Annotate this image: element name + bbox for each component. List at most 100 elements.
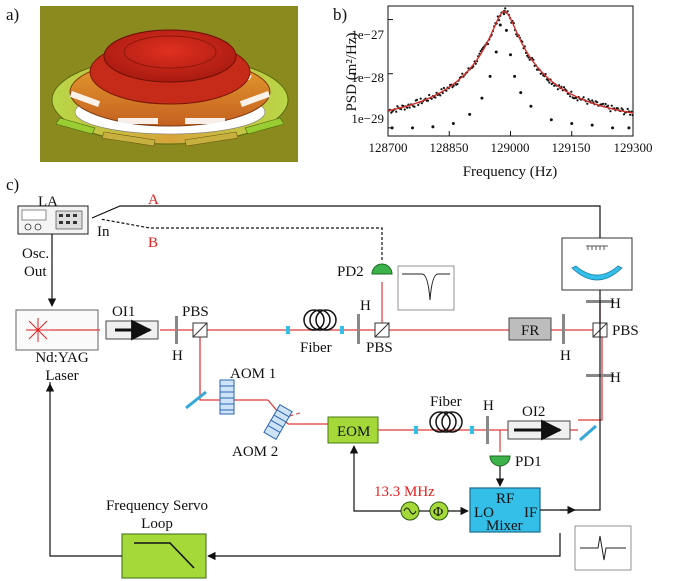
label-pd2: PD2 (337, 264, 364, 280)
signal-path-b (99, 218, 383, 260)
data-point (610, 104, 613, 107)
data-point (570, 90, 573, 93)
data-point (411, 126, 414, 130)
eom-box (327, 416, 379, 444)
fiber-coil-1 (286, 309, 344, 334)
data-point (431, 125, 435, 129)
label-b: B (148, 235, 158, 251)
data-point (591, 99, 594, 102)
data-point (435, 91, 438, 94)
label-pd1: PD1 (515, 454, 542, 470)
leg-center-left (101, 131, 156, 147)
label-a: A (148, 192, 159, 208)
data-point (556, 88, 560, 91)
faraday-rotator (508, 317, 552, 341)
label-fr: FR (521, 323, 539, 339)
data-point (504, 7, 507, 10)
label-laser-1: Nd:YAG (35, 350, 89, 366)
data-point (413, 105, 416, 108)
label-frequency: 13.3 MHz (374, 484, 435, 500)
label-osc: Osc. (22, 246, 49, 262)
photodiode-pd2 (371, 263, 393, 275)
data-point (417, 103, 420, 107)
data-point (451, 86, 454, 89)
data-point (602, 102, 605, 105)
label-h6: H (483, 398, 494, 414)
data-point (480, 96, 484, 100)
data-point (498, 19, 501, 22)
data-point (415, 98, 419, 101)
y-tick-label-1: 1e−28 (351, 70, 384, 85)
label-fiber2: Fiber (430, 394, 462, 410)
x-axis-label: Frequency (Hz) (463, 164, 558, 180)
data-point (391, 110, 394, 113)
data-point (420, 102, 423, 105)
data-point (403, 108, 406, 111)
data-point (406, 106, 409, 109)
data-point (442, 86, 445, 90)
data-point (430, 97, 433, 100)
waveplate-h3 (562, 314, 565, 344)
label-lo: LO (474, 505, 494, 521)
label-oi1: OI1 (112, 304, 135, 320)
data-point (451, 122, 455, 126)
data-point (506, 10, 509, 13)
data-point (626, 107, 629, 110)
data-point (408, 106, 411, 109)
data-point (440, 88, 443, 91)
leg-right (244, 117, 285, 135)
pbs-1-diagonal (192, 322, 208, 338)
lock-in-amplifier (17, 205, 89, 235)
data-point (604, 102, 607, 106)
psd-chart: PSD (m²/Hz) Frequency (Hz) 128700 128850… (344, 5, 653, 180)
data-point (529, 104, 533, 108)
data-point (607, 104, 610, 107)
mixer-box (469, 487, 541, 533)
label-servo-2: Loop (141, 516, 173, 532)
data-point (479, 50, 482, 53)
label-aom1: AOM 1 (230, 366, 276, 382)
data-point (439, 94, 442, 97)
plot-frame (387, 5, 634, 137)
label-h4: H (610, 296, 621, 312)
data-point (586, 102, 589, 105)
data-point (441, 91, 444, 95)
data-point (627, 126, 631, 130)
label-servo-1: Frequency Servo (106, 498, 208, 514)
data-point (396, 105, 399, 108)
data-point (569, 95, 572, 98)
x-tick-label-0: 128700 (369, 140, 408, 155)
label-h1: H (172, 348, 183, 364)
data-point (547, 79, 550, 82)
data-point (504, 28, 508, 32)
data-point (611, 126, 615, 130)
label-fiber1: Fiber (300, 340, 332, 356)
resonator-render (40, 6, 298, 162)
data-point (526, 54, 529, 57)
label-h3: H (560, 348, 571, 364)
data-point (494, 50, 498, 54)
lorentzian-fit (387, 10, 634, 114)
mirror-top (103, 29, 237, 83)
label-phase: Φ (433, 505, 443, 520)
data-point (509, 53, 512, 57)
data-point (548, 81, 551, 84)
rf-to-eom (353, 447, 401, 512)
lowpass-icon (134, 542, 195, 569)
cavity-inset (561, 237, 633, 291)
data-point (596, 101, 599, 104)
data-point (434, 96, 437, 99)
error-signal-inset (574, 525, 632, 571)
leg-center-right (184, 131, 239, 147)
y-tick-label-0: 1e−27 (351, 27, 384, 42)
label-pbs1: PBS (182, 304, 209, 320)
data-point (395, 110, 398, 113)
x-tick-label-1: 128850 (430, 140, 469, 155)
mirror-2 (579, 424, 597, 442)
label-if: IF (524, 505, 537, 521)
data-point (426, 99, 430, 102)
label-laser-2: Laser (45, 368, 78, 384)
label-la: LA (38, 194, 58, 210)
data-point (468, 112, 472, 116)
